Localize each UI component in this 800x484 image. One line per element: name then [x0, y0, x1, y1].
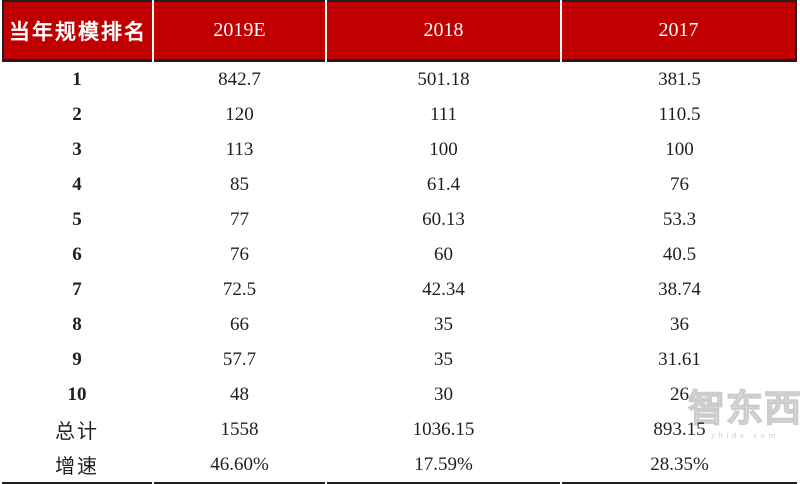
table-row: 1 842.7 501.18 381.5	[2, 62, 797, 97]
value-cell: 76	[670, 173, 689, 195]
value-cell: 120	[225, 103, 254, 125]
value-cell: 110.5	[658, 103, 701, 125]
watermark-tagline: zhidx.com	[711, 431, 779, 440]
value-cell: 100	[429, 138, 458, 160]
value-cell: 72.5	[222, 278, 257, 300]
value-cell: 26	[670, 383, 689, 405]
column-header-2017: 2017	[562, 0, 797, 62]
value-cell: 53.3	[662, 208, 697, 230]
value-cell: 85	[230, 173, 249, 195]
value-cell: 501.18	[417, 68, 470, 90]
rank-cell: 4	[72, 173, 82, 195]
rank-cell: 9	[72, 348, 82, 370]
value-cell: 36	[670, 313, 689, 335]
value-cell: 381.5	[658, 68, 701, 90]
rank-cell: 6	[72, 243, 82, 265]
value-cell: 57.7	[222, 348, 257, 370]
value-cell: 1558	[220, 418, 259, 440]
value-cell: 60.13	[422, 208, 465, 230]
rank-cell: 3	[72, 138, 82, 160]
column-header-2018: 2018	[327, 0, 560, 62]
table-row: 增速 46.60% 17.59% 28.35%	[2, 447, 797, 484]
value-cell: 30	[434, 383, 453, 405]
table-row: 5 77 60.13 53.3	[2, 202, 797, 237]
column-header-rank: 当年规模排名	[2, 0, 152, 62]
value-cell: 77	[230, 208, 249, 230]
table-body: 1 842.7 501.18 381.5 2 120 111 110.5 3 113 100 100 4…	[2, 62, 797, 484]
value-cell: 48	[230, 383, 249, 405]
rank-cell: 5	[72, 208, 82, 230]
value-cell: 35	[434, 348, 453, 370]
value-cell: 1036.15	[412, 418, 475, 440]
value-cell: 42.34	[422, 278, 465, 300]
value-cell: 31.61	[658, 348, 701, 370]
watermark-logo: 智东西	[687, 387, 800, 429]
rank-cell: 总计	[55, 421, 99, 443]
table-row: 4 85 61.4 76	[2, 167, 797, 202]
value-cell: 40.5	[662, 243, 697, 265]
rank-cell: 10	[67, 383, 87, 405]
value-cell: 111	[429, 103, 458, 125]
table-row: 10 48 30 26	[2, 377, 797, 412]
table-row: 总计 1558 1036.15 893.15	[2, 412, 797, 447]
table-row: 6 76 60 40.5	[2, 237, 797, 272]
table-row: 2 120 111 110.5	[2, 97, 797, 132]
value-cell: 35	[434, 313, 453, 335]
value-cell: 76	[230, 243, 249, 265]
value-cell: 66	[230, 313, 249, 335]
column-header-2019e: 2019E	[154, 0, 325, 62]
rank-cell: 增速	[2, 447, 152, 484]
value-cell: 60	[434, 243, 453, 265]
value-cell: 842.7	[218, 68, 261, 90]
table-row: 8 66 35 36	[2, 307, 797, 342]
watermark: 智东西 zhidx.com	[687, 387, 800, 440]
table-row: 9 57.7 35 31.61	[2, 342, 797, 377]
header-row: 当年规模排名 2019E 2018 2017	[2, 0, 797, 62]
value-cell: 100	[665, 138, 694, 160]
value-cell: 28.35%	[562, 447, 797, 484]
value-cell: 46.60%	[154, 447, 325, 484]
rank-cell: 8	[72, 313, 82, 335]
value-cell: 61.4	[426, 173, 461, 195]
table-row: 7 72.5 42.34 38.74	[2, 272, 797, 307]
rank-cell: 7	[72, 278, 82, 300]
value-cell: 17.59%	[327, 447, 560, 484]
value-cell: 893.15	[653, 418, 706, 440]
table-row: 3 113 100 100	[2, 132, 797, 167]
value-cell: 38.74	[658, 278, 701, 300]
value-cell: 113	[225, 138, 254, 160]
rank-cell: 2	[72, 103, 82, 125]
rank-cell: 1	[72, 68, 82, 90]
